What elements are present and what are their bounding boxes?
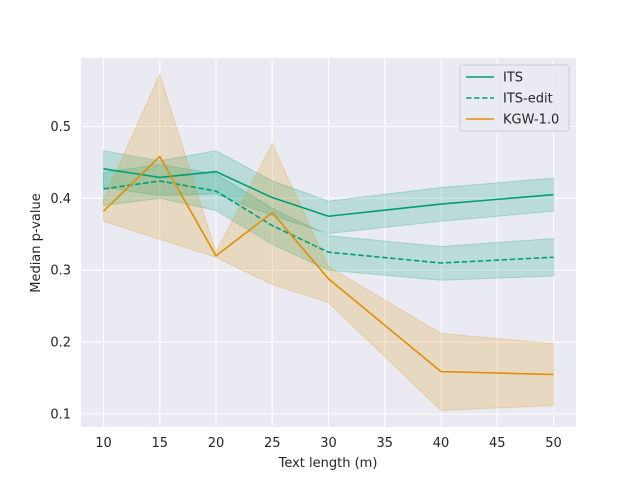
y-tick-label: 0.4 [50,192,71,207]
legend-label-its-edit: ITS-edit [503,92,553,107]
x-tick-label: 20 [208,436,225,451]
y-tick-label: 0.5 [50,120,71,135]
x-tick-label: 40 [433,436,450,451]
kgw-1-0-line [102,155,554,376]
x-axis-label: Text length (m) [278,456,378,471]
its-edit-line [103,180,554,264]
x-tick-label: 15 [151,436,168,451]
kgw-1-0-confidence-band [103,73,554,411]
x-tick-label: 35 [376,436,393,451]
y-tick-labels: 0.1 0.2 0.3 0.4 0.5 [50,120,71,423]
its-edit-confidence-band [103,163,554,281]
y-tick-label: 0.3 [50,264,71,279]
x-tick-label: 25 [264,436,281,451]
x-tick-label: 30 [320,436,337,451]
x-tick-label: 50 [545,436,562,451]
legend-label-its: ITS [503,71,523,86]
series-lines [102,155,554,376]
legend-box [459,64,570,132]
legend-label-kgw-1-0: KGW-1.0 [503,113,559,128]
x-tick-label: 10 [95,436,112,451]
x-tick-label: 45 [489,436,506,451]
y-axis-label: Median p-value [29,193,44,293]
y-tick-label: 0.1 [50,408,71,423]
its-line [103,167,554,218]
legend: ITS ITS-edit KGW-1.0 [459,64,570,132]
y-tick-label: 0.2 [50,336,71,351]
x-tick-labels: 10 15 20 25 30 35 40 45 50 [95,436,562,451]
